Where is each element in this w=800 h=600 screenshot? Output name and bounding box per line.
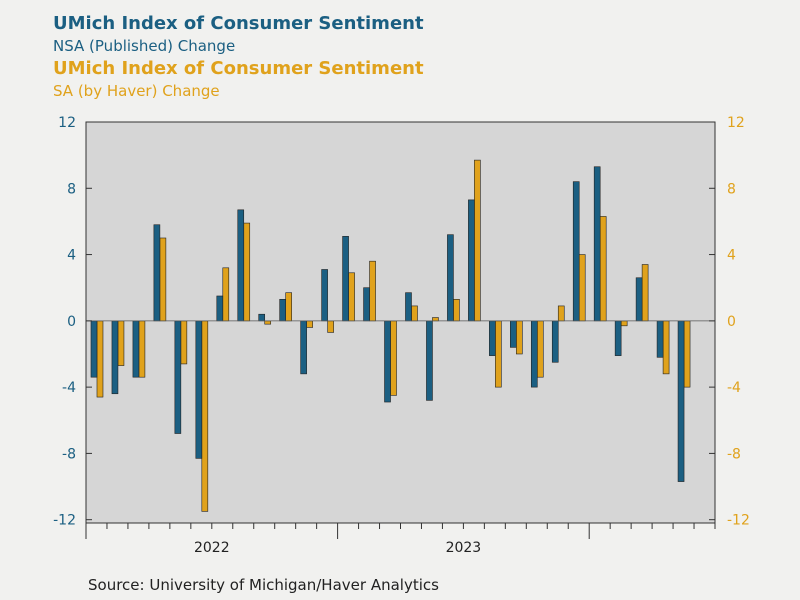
nsa-bar — [363, 287, 370, 322]
left-y-tick-label: -4 — [62, 380, 76, 396]
sa-bar — [620, 320, 628, 327]
left-y-tick-label: -12 — [53, 513, 76, 529]
right-y-tick-label: -8 — [727, 446, 741, 462]
sa-bar — [96, 320, 104, 398]
nsa-bar — [279, 299, 286, 322]
sa-bar — [369, 260, 376, 322]
left-y-tick-label: 12 — [58, 115, 76, 131]
nsa-bar — [677, 320, 685, 482]
nsa-bar — [195, 320, 203, 459]
nsa-bar — [489, 320, 496, 356]
nsa-bar — [153, 224, 161, 322]
nsa-bar — [258, 313, 266, 322]
nsa-bar — [551, 320, 559, 363]
x-year-label: 2022 — [194, 540, 230, 556]
nsa-bar — [384, 320, 391, 403]
sa-bar — [557, 305, 565, 322]
sa-bar — [306, 320, 313, 328]
nsa-bar — [321, 269, 328, 322]
chart-marks — [90, 159, 691, 512]
sa-bar — [138, 320, 146, 378]
left-y-tick-label: 0 — [67, 314, 76, 330]
nsa-bar — [572, 181, 580, 322]
nsa-bar — [447, 234, 454, 322]
nsa-bar — [216, 295, 224, 322]
chart-titles: UMich Index of Consumer Sentiment NSA (P… — [53, 13, 424, 103]
nsa-bar — [405, 292, 412, 322]
sa-bar — [474, 159, 481, 322]
nsa-bar — [300, 320, 307, 375]
nsa-bar — [426, 320, 433, 401]
nsa-bar — [237, 209, 245, 322]
sa-bar — [432, 317, 439, 322]
sa-bar — [243, 222, 251, 322]
sa-bar — [222, 267, 230, 322]
sa-bar — [599, 216, 607, 322]
right-y-tick-label: 12 — [727, 115, 745, 131]
left-y-tick-label: 8 — [67, 181, 76, 197]
sa-bar — [453, 299, 460, 322]
nsa-bar — [174, 320, 182, 434]
left-y-tick-label: -8 — [62, 446, 76, 462]
sa-title: UMich Index of Consumer Sentiment — [53, 58, 424, 79]
nsa-bar — [510, 320, 517, 348]
nsa-bar — [530, 320, 538, 388]
sa-bar — [264, 320, 272, 325]
sa-bar — [285, 292, 292, 322]
sa-bar — [641, 264, 649, 322]
nsa-bar — [614, 320, 622, 356]
sa-bar — [516, 320, 523, 355]
nsa-bar — [468, 199, 475, 322]
sa-bar — [683, 320, 691, 388]
sa-subtitle: SA (by Haver) Change — [53, 82, 220, 100]
source-note: Source: University of Michigan/Haver Ana… — [88, 576, 439, 594]
sa-bar — [159, 237, 167, 322]
right-y-tick-label: 0 — [727, 314, 736, 330]
right-y-tick-label: 8 — [727, 181, 736, 197]
sa-bar — [536, 320, 544, 378]
chart-axes: 12 12 8 8 4 4 0 0 -4 -4 -8 -8 -12 -12 2022 2023 — [53, 115, 750, 556]
nsa-bar — [90, 320, 98, 378]
nsa-bar — [111, 320, 119, 395]
right-y-tick-label: -12 — [727, 513, 750, 529]
sa-bar — [348, 272, 355, 322]
nsa-bar — [656, 320, 664, 358]
nsa-subtitle: NSA (Published) Change — [53, 37, 236, 55]
sa-bar — [180, 320, 188, 365]
nsa-bar — [132, 320, 140, 378]
plot-area — [85, 121, 716, 524]
nsa-bar — [635, 277, 643, 322]
sa-bar — [578, 254, 586, 322]
nsa-bar — [593, 166, 601, 322]
sa-bar — [662, 320, 670, 375]
right-y-tick-label: -4 — [727, 380, 741, 396]
sa-bar — [201, 320, 209, 512]
left-y-tick-label: 4 — [67, 248, 76, 264]
nsa-title: UMich Index of Consumer Sentiment — [53, 13, 424, 34]
sa-bar — [495, 320, 502, 388]
sa-bar — [390, 320, 397, 396]
sa-bar — [117, 320, 125, 366]
x-year-label: 2023 — [446, 540, 482, 556]
nsa-bar — [342, 236, 349, 322]
sa-bar — [327, 320, 334, 333]
right-y-tick-label: 4 — [727, 248, 736, 264]
sa-bar — [411, 305, 418, 322]
